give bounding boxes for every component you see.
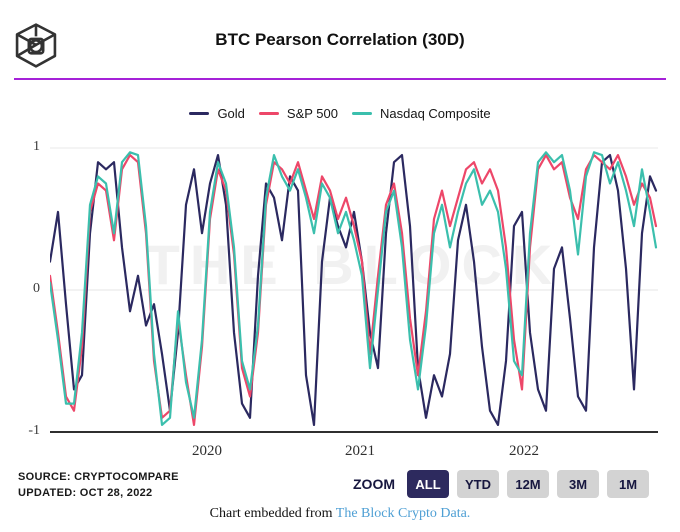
legend-swatch-icon	[258, 112, 279, 115]
zoom-range-button-all[interactable]: ALL	[407, 470, 449, 498]
the-block-crypto-data-link[interactable]: The Block Crypto Data.	[335, 506, 471, 521]
zoom-range-button-3m[interactable]: 3M	[557, 470, 599, 498]
legend-label: Nasdaq Composite	[380, 106, 491, 121]
xtick-2020: 2020	[192, 443, 222, 459]
xtick-2021: 2021	[345, 443, 375, 459]
ytick-0: 0	[33, 281, 40, 296]
series-line-nasdaq-composite	[50, 151, 658, 426]
legend-label: Gold	[217, 106, 245, 121]
zoom-range-button-ytd[interactable]: YTD	[457, 470, 499, 498]
legend-item-s-p-500[interactable]: S&P 500	[258, 106, 338, 121]
source-line: SOURCE: CRYPTOCOMPARE	[18, 471, 179, 483]
legend-item-gold[interactable]: Gold	[189, 106, 245, 121]
source-attribution: SOURCE: CRYPTOCOMPARE UPDATED: OCT 28, 2…	[18, 469, 179, 501]
legend-swatch-icon	[189, 112, 210, 115]
header-divider	[14, 78, 666, 80]
legend-label: S&P 500	[286, 106, 338, 121]
zoom-controls: ZOOM ALL YTD 12M 3M 1M	[353, 470, 649, 498]
legend-swatch-icon	[352, 112, 372, 115]
ytick-neg1: -1	[28, 423, 40, 438]
zoom-label: ZOOM	[353, 476, 395, 492]
xtick-2022: 2022	[509, 443, 539, 459]
the-block-logo-icon[interactable]	[13, 22, 59, 69]
embed-footer-text: Chart embedded from	[209, 506, 336, 521]
ytick-1: 1	[33, 139, 40, 154]
embed-footer: Chart embedded from The Block Crypto Dat…	[0, 506, 680, 522]
legend-item-nasdaq-composite[interactable]: Nasdaq Composite	[352, 106, 491, 121]
correlation-line-chart	[50, 147, 658, 433]
watermark-text: THE BLOCK	[145, 233, 563, 296]
zoom-range-button-1m[interactable]: 1M	[607, 470, 649, 498]
chart-legend: Gold S&P 500 Nasdaq Composite	[0, 106, 680, 121]
zoom-range-button-12m[interactable]: 12M	[507, 470, 549, 498]
chart-title: BTC Pearson Correlation (30D)	[215, 30, 465, 49]
updated-line: UPDATED: OCT 28, 2022	[18, 487, 153, 499]
